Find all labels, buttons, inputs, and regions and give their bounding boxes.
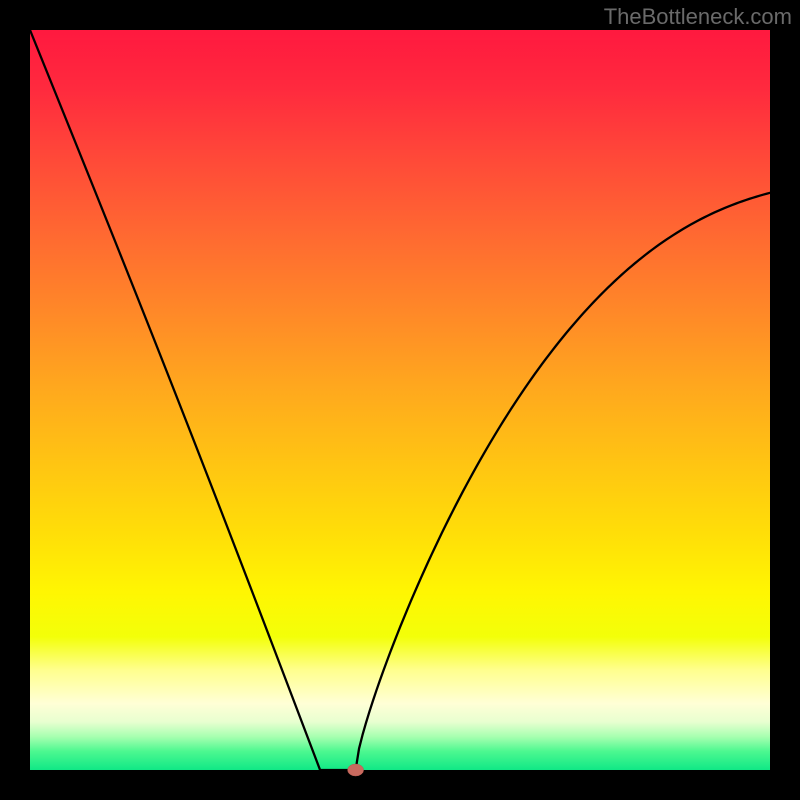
watermark-text: TheBottleneck.com [604, 4, 792, 30]
chart-svg [0, 0, 800, 800]
optimal-point-marker [348, 764, 364, 776]
plot-area [30, 30, 770, 770]
chart-canvas: TheBottleneck.com [0, 0, 800, 800]
